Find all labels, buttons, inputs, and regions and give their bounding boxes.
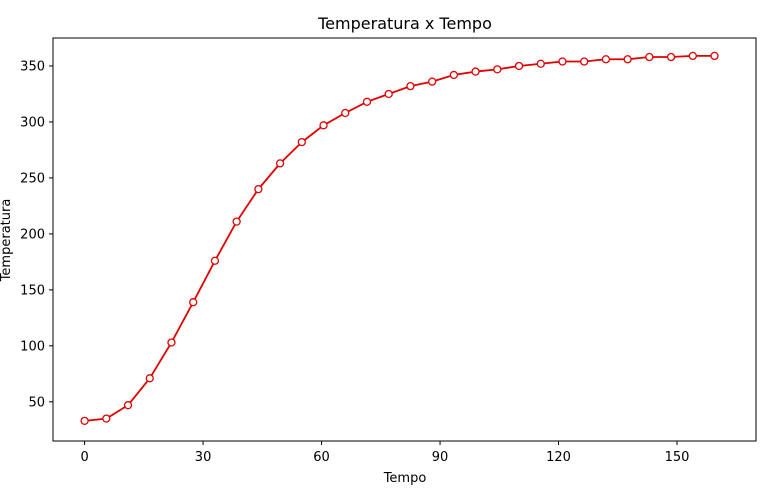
chart-title: Temperatura x Tempo: [317, 14, 492, 33]
data-point: [232, 217, 241, 226]
data-point: [384, 89, 393, 99]
series-line: [84, 55, 715, 422]
y-tick-label: 300: [20, 115, 45, 130]
data-point: [297, 137, 306, 147]
data-point: [493, 65, 502, 74]
data-point: [536, 59, 545, 68]
data-point: [580, 57, 589, 66]
data-point: [210, 256, 220, 265]
data-point: [645, 52, 654, 62]
y-tick-label: 200: [20, 227, 45, 242]
data-point: [167, 338, 176, 347]
data-point: [123, 401, 133, 410]
y-tick-label: 350: [20, 59, 45, 74]
y-tick-label: 250: [20, 171, 45, 186]
data-point: [471, 67, 480, 76]
x-tick-label: 90: [432, 450, 449, 465]
x-tick-label: 30: [195, 450, 212, 465]
plot-area: 0 30 60 90 120 150 50 100 150 200 250 300 350: [20, 37, 757, 465]
x-tick-label: 150: [665, 450, 690, 465]
data-point: [688, 51, 697, 61]
data-point: [406, 81, 415, 91]
data-point: [102, 414, 111, 423]
plot-frame: [52, 37, 757, 442]
data-point: [558, 57, 567, 66]
x-tick-label: 60: [313, 450, 330, 465]
data-point: [145, 374, 154, 383]
data-point: [275, 159, 285, 168]
data-point: [623, 55, 632, 64]
data-point: [189, 298, 198, 307]
data-point: [710, 51, 719, 61]
data-point: [666, 52, 676, 62]
data-point: [449, 70, 459, 80]
data-point: [254, 184, 263, 194]
data-point: [80, 416, 89, 426]
x-tick-label: 120: [546, 450, 571, 465]
x-tick-label: 0: [80, 450, 88, 465]
y-axis-label: Temperatura: [0, 199, 14, 283]
data-point: [514, 61, 524, 71]
data-point: [319, 121, 328, 130]
y-tick-label: 50: [28, 395, 45, 410]
data-point: [362, 97, 372, 106]
data-point: [341, 108, 350, 118]
data-point: [601, 55, 611, 64]
x-axis-label: Tempo: [383, 471, 427, 486]
data-point: [427, 77, 437, 86]
y-tick-label: 150: [20, 283, 45, 298]
y-tick-label: 100: [20, 339, 45, 354]
